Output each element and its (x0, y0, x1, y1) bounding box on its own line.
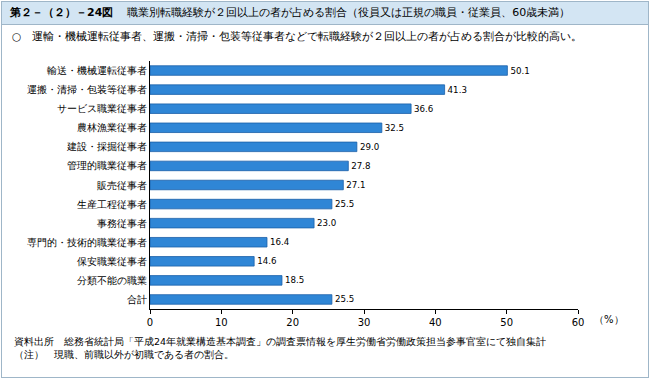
svg-text:保安職業従事者: 保安職業従事者 (77, 256, 147, 267)
svg-text:管理的職業従事者: 管理的職業従事者 (67, 160, 147, 171)
svg-text:分類不能の職業: 分類不能の職業 (77, 275, 147, 286)
svg-text:輸送・機械運転従事者: 輸送・機械運転従事者 (47, 65, 147, 76)
svg-text:専門的・技術的職業従事者: 専門的・技術的職業従事者 (27, 237, 147, 248)
svg-text:建設・採掘従事者: 建設・採掘従事者 (66, 141, 147, 152)
svg-text:16.4: 16.4 (270, 237, 290, 247)
svg-text:41.3: 41.3 (448, 85, 467, 95)
svg-text:23.0: 23.0 (317, 218, 336, 228)
svg-text:合計: 合計 (127, 294, 147, 305)
svg-text:0: 0 (147, 317, 153, 328)
svg-text:40: 40 (429, 317, 442, 328)
svg-text:生産工程従事者: 生産工程従事者 (77, 199, 147, 210)
svg-text:（%）: （%） (594, 314, 624, 325)
html-text:（注） 現職、前職以外が初職である者の割合。: （注） 現職、前職以外が初職である者の割合。 (14, 349, 234, 360)
svg-text:50: 50 (500, 317, 513, 328)
svg-text:36.6: 36.6 (414, 104, 433, 114)
svg-text:事務従事者: 事務従事者 (97, 218, 147, 229)
svg-text:27.1: 27.1 (346, 180, 365, 190)
svg-text:10: 10 (215, 317, 228, 328)
svg-text:30: 30 (358, 317, 371, 328)
svg-text:農林漁業従事者: 農林漁業従事者 (77, 122, 147, 133)
svg-text:14.6: 14.6 (257, 256, 276, 266)
svg-text:18.5: 18.5 (285, 275, 304, 285)
svg-text:25.5: 25.5 (335, 199, 354, 209)
svg-text:販売従事者: 販売従事者 (97, 180, 147, 191)
svg-text:29.0: 29.0 (360, 142, 379, 152)
svg-text:20: 20 (286, 317, 299, 328)
html-text:職業別転職経験が２回以上の者が占める割合（役員又は正規の職員: 職業別転職経験が２回以上の者が占める割合（役員又は正規の職員・従業員、60歳未満… (127, 6, 571, 19)
html-text:第２－（２）－24図: 第２－（２）－24図 (10, 6, 114, 19)
svg-text:27.8: 27.8 (351, 161, 370, 171)
svg-text:60: 60 (572, 317, 585, 328)
svg-text:50.1: 50.1 (510, 66, 529, 76)
svg-text:32.5: 32.5 (385, 123, 404, 133)
html-text:○ 運輸・機械運転従事者、運搬・清掃・包装等従事者などで転職: ○ 運輸・機械運転従事者、運搬・清掃・包装等従事者などで転職経験が２回以上の者が… (12, 30, 583, 42)
svg-text:運搬・清掃・包装等従事者: 運搬・清掃・包装等従事者 (27, 84, 147, 95)
html-text:資料出所 総務省統計局「平成24年就業構造基本調査」の調査票: 資料出所 総務省統計局「平成24年就業構造基本調査」の調査票情報を厚生労働省労働… (14, 336, 547, 347)
svg-text:25.5: 25.5 (335, 294, 354, 304)
svg-text:サービス職業従事者: サービス職業従事者 (57, 103, 147, 114)
